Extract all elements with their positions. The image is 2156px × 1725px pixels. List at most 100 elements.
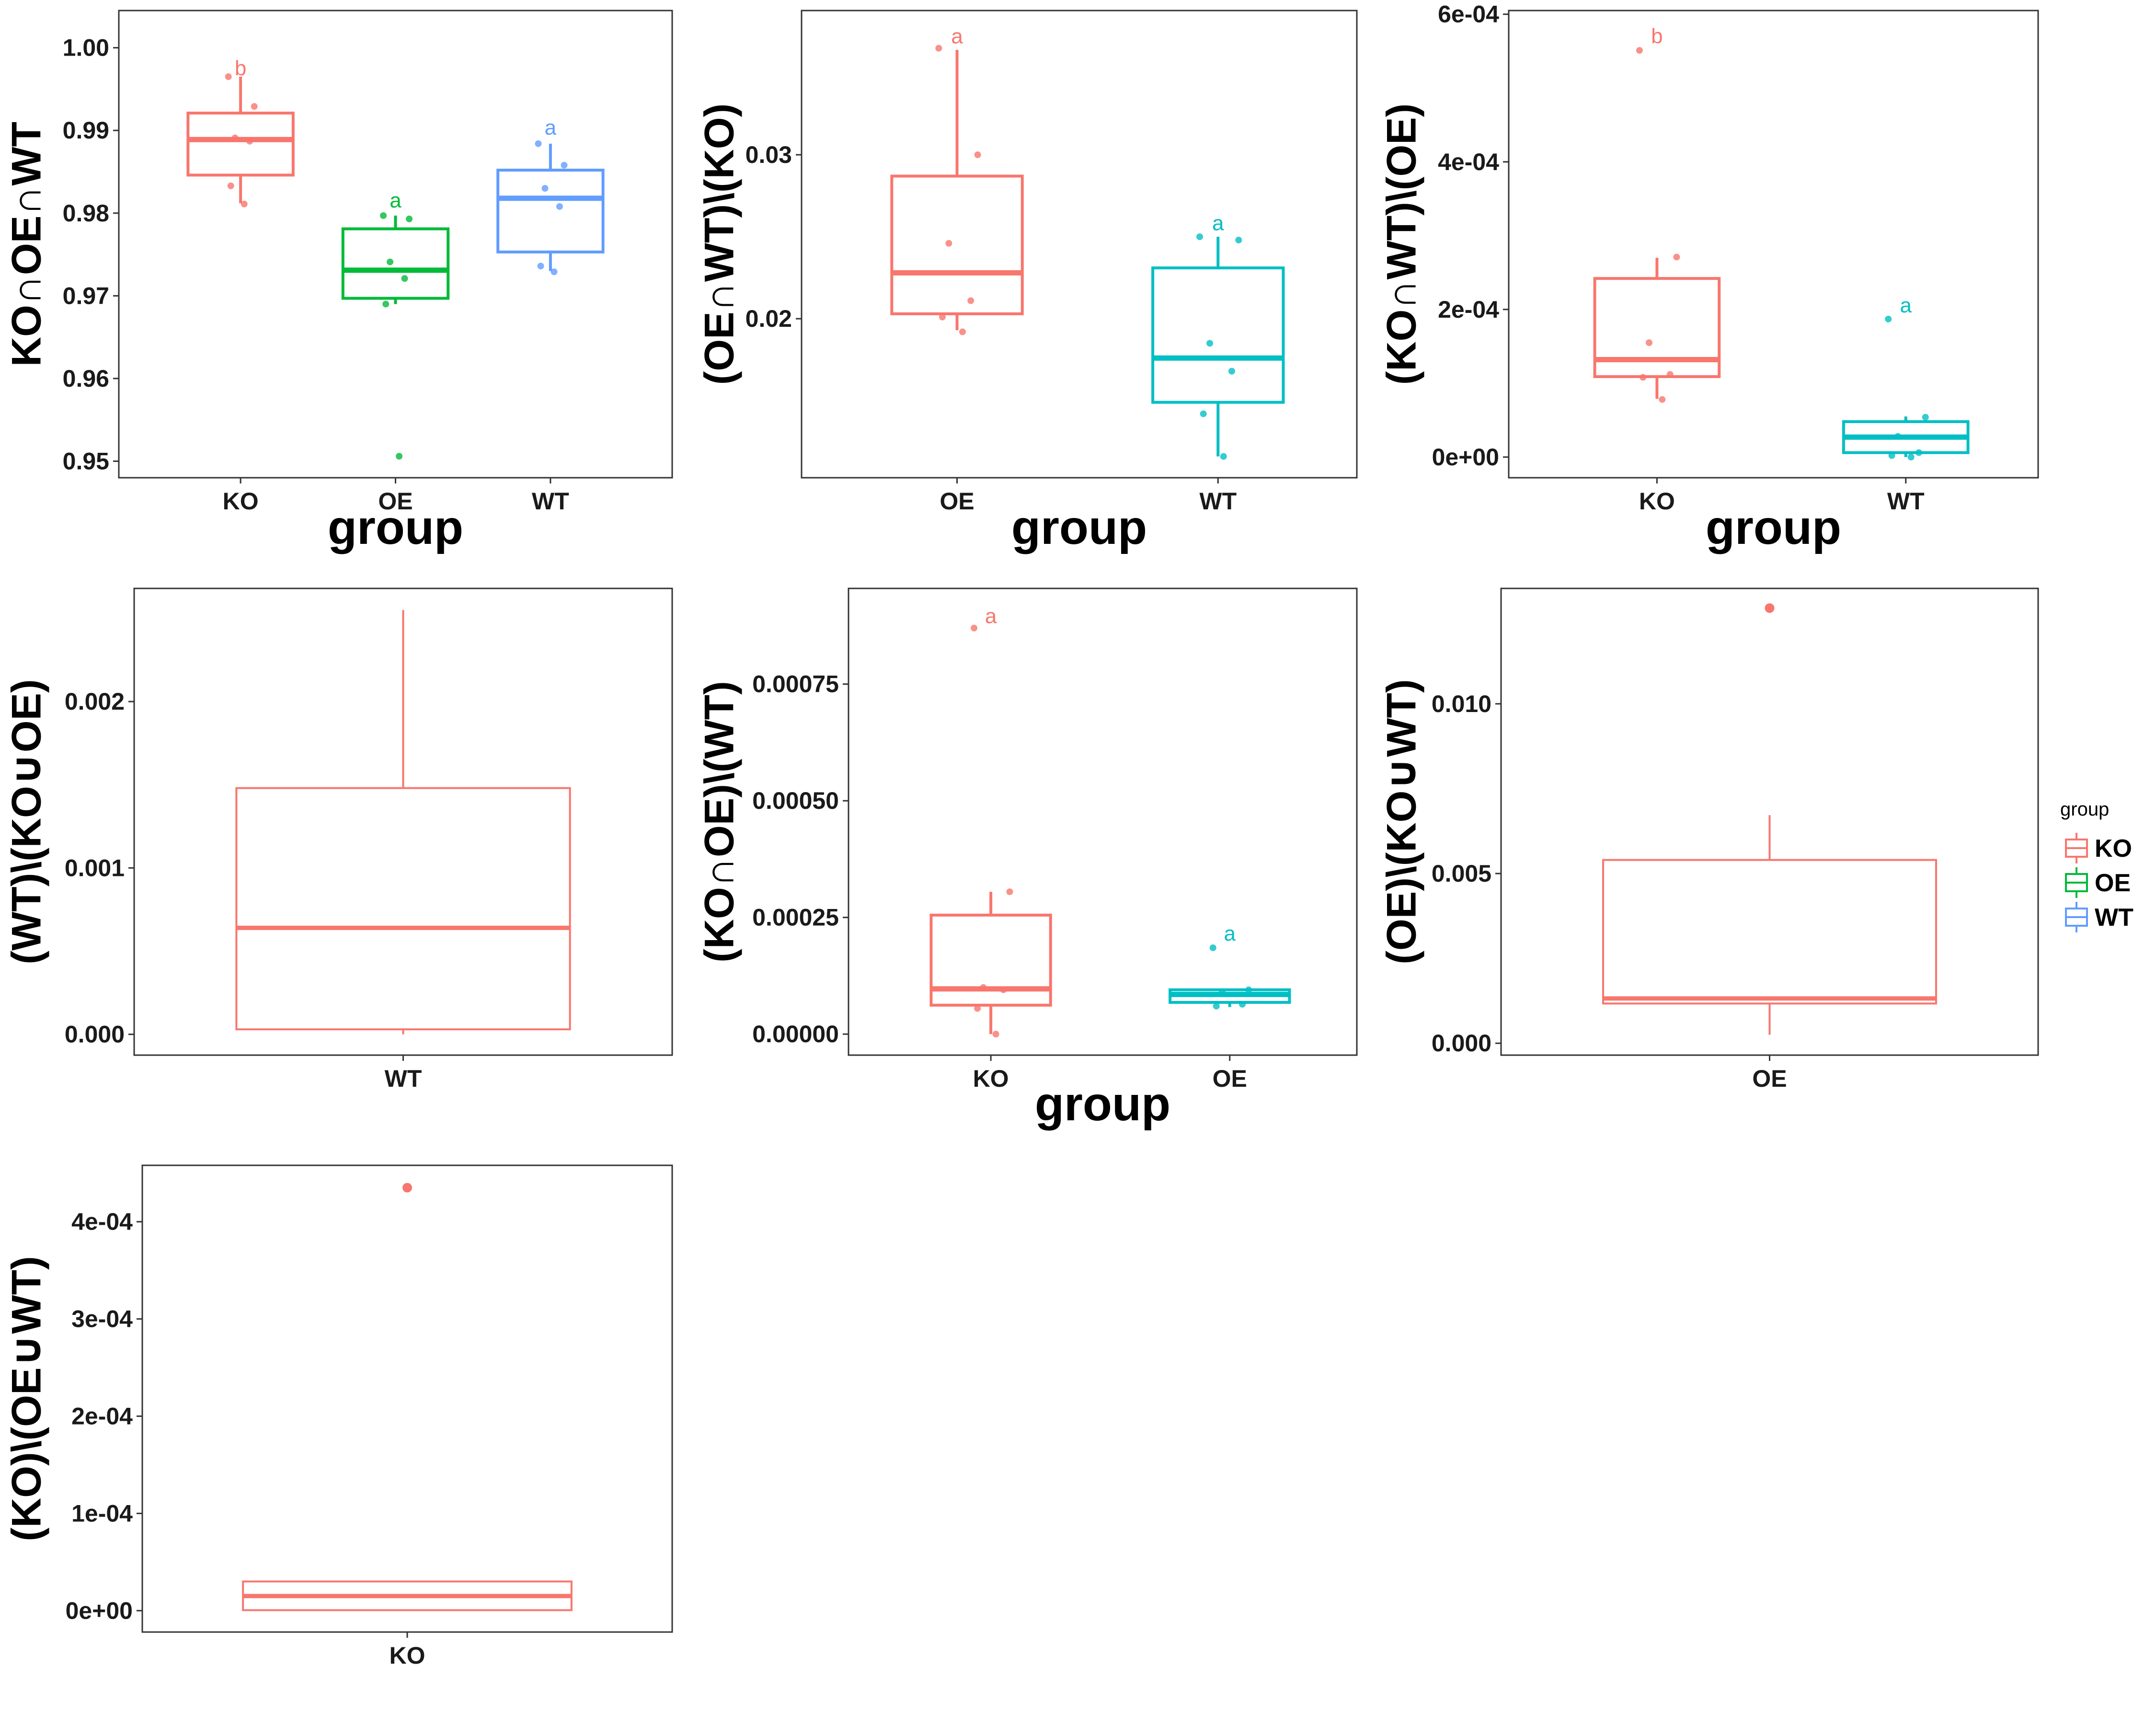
y-tick-label: 2e-04 [71,1403,133,1430]
legend-item-oe: OE [2065,867,2131,898]
significance-letter: a [951,25,963,48]
x-tick-label: WT [385,1065,422,1092]
box-iqr [496,169,605,253]
x-tick-label: KO [973,1065,1009,1092]
box-wt: a [1842,294,1970,460]
data-point [1885,315,1892,322]
y-tick-label: 0.000 [65,1021,125,1048]
data-point [1915,449,1923,456]
plot-border [1500,587,2039,1056]
y-tick-label: 4e-04 [1438,149,1499,175]
plot-background [802,11,1357,478]
data-point [974,1005,981,1012]
y-tick-label: 0.002 [65,688,125,715]
y-tick-label: 4e-04 [71,1208,133,1235]
x-tick-label: OE [378,488,413,515]
data-point [1239,1000,1246,1008]
data-point [1000,986,1007,993]
data-point [935,45,942,52]
legend-label-wt: WT [2095,904,2133,932]
box-ko: b [186,57,295,207]
y-axis-title: (KO∩OE)\(WT) [697,681,743,963]
data-point [992,1031,999,1038]
data-point [939,313,946,321]
significance-letter: a [545,116,557,139]
data-point [1645,339,1652,346]
panel-5: 0.00000 0.00025 0.00050 0.00075 KO a OE a (KO∩OE… [697,587,1358,1131]
x-tick-label: WT [1887,488,1925,515]
y-tick-label: 0.00075 [752,671,839,698]
data-point [401,275,408,282]
box-oe: a [890,25,1024,335]
panel-2: 0.02 0.03 OE a WT a (OE∩WT)\(KO) group [697,10,1358,554]
data-point [1209,944,1216,951]
data-point [1006,888,1013,896]
x-axis-title: group [328,501,463,554]
data-point [1640,374,1647,381]
data-point [406,215,413,222]
y-tick-label: 0.00050 [752,787,839,814]
panel-7: 0e+00 1e-04 2e-04 3e-04 4e-04 KO (KO)\(OE∪WT) [4,1164,673,1669]
significance-letter: a [985,604,997,628]
y-tick-label: 1e-04 [71,1500,133,1527]
y-axis-title: (OE∩WT)\(KO) [697,104,743,385]
data-point [251,103,258,110]
legend-label-oe: OE [2095,869,2131,897]
y-axis-title: (WT)\(KO∪OE) [4,679,50,964]
box-oe: a [1169,922,1291,1010]
y-tick-label: 0.00025 [752,904,839,931]
legend-item-ko: KO [2065,833,2132,863]
box-ko: b [1593,24,1721,403]
data-point [1206,340,1214,347]
plot-background [849,588,1357,1055]
box-iqr [1602,859,1938,1005]
data-point [1245,986,1252,993]
y-tick-label: 6e-04 [1438,1,1499,28]
legend-key-wt [2065,902,2088,932]
x-tick-label: WT [1199,488,1237,515]
y-tick-label: 0.98 [63,200,109,227]
data-point [246,138,253,145]
data-point [241,200,248,207]
panel-1: 0.95 0.96 0.97 0.98 0.99 1.00 KO b OE a WT a KO∩OE∩W… [4,10,673,554]
data-point [387,258,394,265]
data-point [1228,368,1235,375]
data-point [1673,253,1680,261]
box-iqr [186,111,295,177]
outlier-point [402,1183,412,1193]
data-point [537,263,544,270]
data-point [1235,236,1242,243]
y-axis-title: (KO∩WT)\(OE) [1379,104,1425,385]
x-axis-title: group [1706,501,1841,554]
x-tick-label: OE [1213,1065,1247,1092]
data-point [535,140,542,147]
x-tick-label: OE [940,488,974,515]
data-point [1220,453,1227,460]
x-tick-label: OE [1752,1065,1787,1092]
x-axis-title: group [1035,1077,1170,1131]
panel-4: 0.000 0.001 0.002 WT (WT)\(KO∪OE) [4,587,673,1092]
outlier-point [1765,603,1775,613]
panel-6: 0.000 0.005 0.010 OE (OE)\(KO∪WT) [1379,587,2039,1092]
y-tick-label: 0.001 [65,854,125,881]
data-point [1907,453,1915,460]
significance-letter: a [1224,922,1236,945]
x-tick-label: KO [390,1642,425,1669]
legend-title: group [2060,799,2109,820]
box-iqr [929,913,1052,1007]
y-tick-label: 0e+00 [66,1597,133,1624]
panels: 0.95 0.96 0.97 0.98 0.99 1.00 KO b OE a WT a KO∩OE∩W… [4,1,2039,1669]
plot-border [801,10,1358,479]
plot-border [1508,10,2039,479]
data-point [1659,396,1666,403]
y-tick-label: 0.02 [745,305,792,332]
box-wt: a [496,116,605,276]
significance-letter: b [1651,24,1663,48]
y-tick-label: 3e-04 [71,1306,133,1333]
x-tick-label: WT [532,488,569,515]
y-axis-title: KO∩OE∩WT [4,122,50,367]
significance-letter: a [1212,212,1224,235]
y-tick-label: 0.010 [1432,690,1491,717]
data-point [1922,414,1929,421]
box-iqr [890,174,1024,315]
